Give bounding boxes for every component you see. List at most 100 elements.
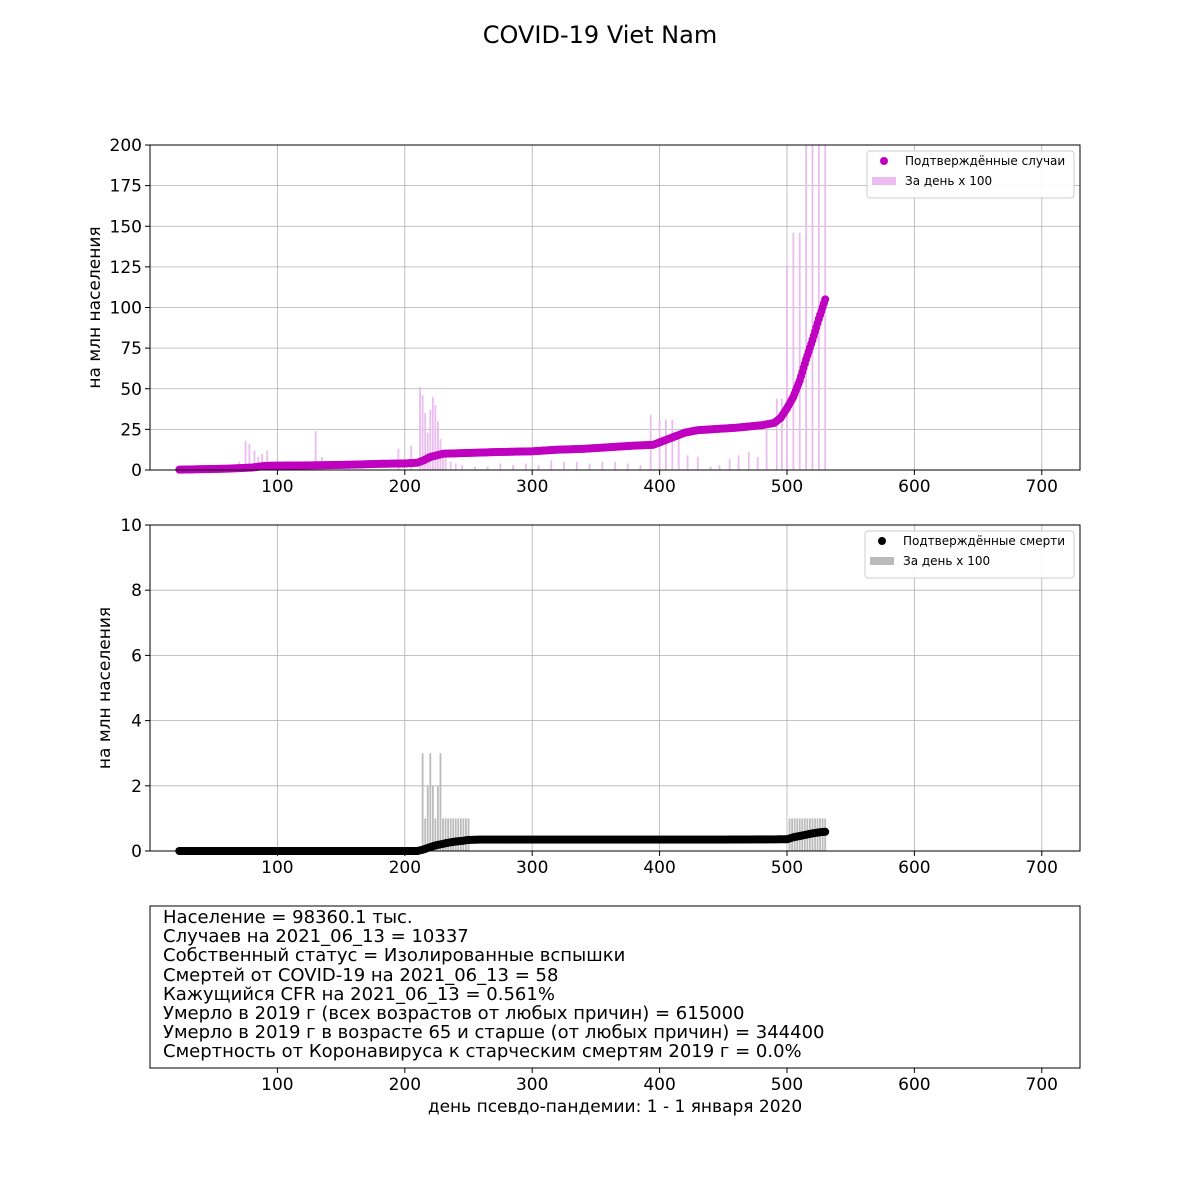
bar	[626, 463, 629, 470]
bar	[747, 452, 750, 470]
info-line-cfr: Кажущийся CFR на 2021_06_13 = 0.561%	[163, 983, 555, 1005]
bar	[588, 463, 591, 470]
info-line-deaths-2019: Умерло в 2019 г (всех возрастов от любых…	[163, 1003, 745, 1025]
bar	[429, 753, 432, 851]
legend-label-bars: За день x 100	[905, 174, 992, 188]
bar	[459, 818, 462, 851]
info-line-ratio: Смертность от Коронавируса к старческим …	[163, 1041, 802, 1063]
figure-title: COVID-19 Viet Nam	[483, 21, 717, 49]
y-tick-label: 6	[131, 646, 142, 666]
bar	[811, 145, 814, 470]
bar	[444, 457, 447, 470]
y-tick-label: 10	[120, 516, 142, 536]
y-tick-label: 75	[120, 339, 142, 359]
bar	[765, 429, 768, 470]
bar	[452, 818, 455, 851]
legend-label-points: Подтверждённые смерти	[903, 534, 1065, 548]
bar	[457, 818, 460, 851]
y-tick-label: 8	[131, 581, 142, 601]
bar	[439, 753, 442, 851]
y-tick-label: 25	[120, 420, 142, 440]
legend-marker-points	[880, 157, 888, 165]
bar	[563, 461, 565, 470]
bar	[437, 785, 439, 851]
x-tick-label: 700	[1026, 858, 1058, 878]
info-frame	[149, 905, 1081, 1069]
x-tick-label: 100	[261, 477, 293, 497]
bar	[434, 818, 437, 851]
x-tick-label: 200	[389, 477, 421, 497]
bar	[486, 466, 489, 470]
data-point	[821, 827, 830, 836]
bar	[449, 461, 452, 470]
bar	[266, 450, 269, 470]
legend-marker-bars	[872, 177, 896, 185]
legend-marker-bars	[870, 557, 894, 565]
bar	[426, 785, 429, 851]
bar	[709, 466, 712, 470]
bar	[499, 463, 502, 470]
bar	[537, 465, 540, 470]
bar	[512, 465, 514, 470]
bar	[462, 818, 465, 851]
bar	[248, 444, 251, 470]
bar	[410, 445, 413, 470]
bar	[639, 465, 642, 470]
bar	[775, 398, 778, 470]
x-tick-label: 200	[389, 1075, 421, 1095]
deaths-chart: 100 200 300 400 500 600 700 0 2 4 6 8 10 на млн насел…	[95, 516, 1081, 878]
legend-label-points: Подтверждённые случаи	[905, 154, 1065, 168]
bar	[314, 431, 317, 470]
data-point	[821, 295, 830, 304]
bar	[614, 461, 616, 470]
bar	[737, 455, 740, 470]
bar	[454, 463, 457, 470]
x-tick-label: 500	[771, 858, 803, 878]
y-tick-label: 100	[110, 299, 142, 319]
x-tick-label: 400	[643, 858, 675, 878]
x-tick-label: 300	[516, 477, 548, 497]
x-tick-label: 700	[1026, 477, 1058, 497]
info-line-deaths-2019-65: Умерло в 2019 г в возрасте 65 и старше (…	[163, 1022, 825, 1044]
cases-chart: 100 200 300 400 500 600 700 0 25 50 75 100 125 150 175…	[85, 136, 1081, 497]
bar	[431, 396, 434, 470]
legend-box	[864, 530, 1075, 579]
x-tick-label: 100	[261, 858, 293, 878]
bar	[467, 818, 470, 851]
x-tick-label: 300	[516, 858, 548, 878]
bar	[550, 460, 553, 470]
bar	[601, 461, 604, 470]
bar	[419, 387, 421, 470]
x-axis-label: день псевдо-пандемии: 1 - 1 января 2020	[428, 1097, 802, 1117]
bar	[728, 458, 731, 470]
bar	[437, 421, 439, 470]
x-tick-label: 400	[643, 477, 675, 497]
y-tick-label: 200	[110, 136, 142, 156]
info-line-cases: Случаев на 2021_06_13 = 10337	[163, 926, 469, 948]
x-tick-label: 600	[898, 477, 930, 497]
bar	[421, 395, 424, 470]
bar	[244, 440, 247, 470]
bar	[696, 457, 699, 470]
bar	[449, 818, 452, 851]
bar	[261, 453, 264, 470]
info-line-population: Население = 98360.1 тыс.	[163, 907, 413, 928]
x-tick-label: 500	[771, 477, 803, 497]
x-tick-label: 600	[898, 1075, 930, 1095]
bar	[442, 818, 444, 851]
bar	[798, 232, 801, 470]
legend-box	[866, 150, 1075, 199]
bar	[421, 753, 424, 851]
legend-label-bars: За день x 100	[903, 554, 990, 568]
bar	[424, 818, 427, 851]
info-panel-axes: 100 200 300 400 500 600 700	[149, 905, 1081, 1095]
bar	[686, 455, 689, 470]
bar	[665, 419, 667, 470]
bar	[431, 785, 434, 851]
x-tick-label: 200	[389, 858, 421, 878]
bar	[805, 145, 807, 470]
info-line-status: Собственный статус = Изолированные вспыш…	[163, 945, 626, 967]
bar	[434, 405, 437, 470]
bar	[677, 437, 680, 470]
